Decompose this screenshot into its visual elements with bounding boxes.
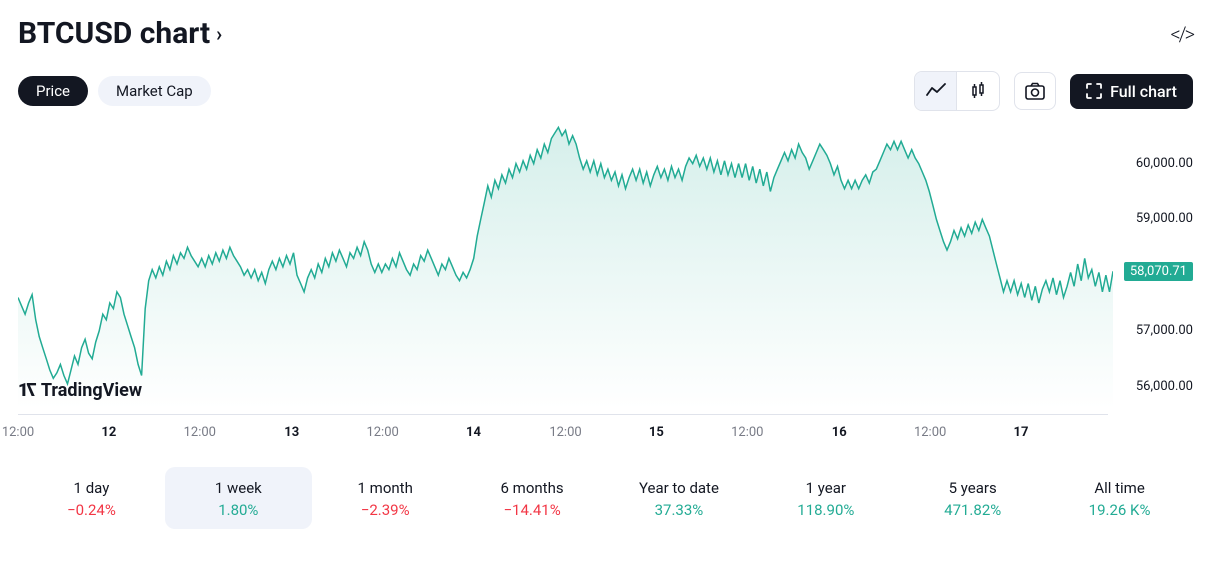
- range-option[interactable]: 6 months −14.41%: [459, 467, 606, 529]
- y-tick-label: 56,000.00: [1136, 379, 1193, 394]
- range-percent: 118.90%: [752, 501, 899, 519]
- view-toggle: Price Market Cap: [18, 76, 211, 106]
- header: BTCUSD chart › </>: [18, 16, 1193, 51]
- x-tick-label: 12:00: [731, 425, 763, 440]
- x-tick-label: 12:00: [914, 425, 946, 440]
- range-percent: −2.39%: [312, 501, 459, 519]
- x-tick-label: 12:00: [184, 425, 216, 440]
- y-tick-label: 60,000.00: [1136, 156, 1193, 171]
- chevron-right-icon: ›: [216, 22, 222, 46]
- toolbar: Price Market Cap Full chart: [18, 71, 1193, 111]
- area-chart-icon[interactable]: [915, 72, 957, 110]
- range-option[interactable]: 1 day −0.24%: [18, 467, 165, 529]
- tradingview-logo-icon: 17: [18, 380, 37, 401]
- range-label: 6 months: [459, 479, 606, 497]
- chart-area[interactable]: 60,000.0059,000.0058,000.0057,000.0056,0…: [18, 119, 1193, 449]
- range-option[interactable]: All time 19.26 K%: [1046, 467, 1193, 529]
- x-tick-label: 12:00: [2, 425, 34, 440]
- fullscreen-icon: [1086, 83, 1102, 99]
- x-tick-label: 14: [466, 425, 481, 440]
- range-label: 1 month: [312, 479, 459, 497]
- price-tab[interactable]: Price: [18, 76, 88, 106]
- x-axis: 12:001212:001312:001412:001512:001612:00…: [18, 419, 1108, 449]
- chart-tools: Full chart: [914, 71, 1193, 111]
- range-option[interactable]: 1 year 118.90%: [752, 467, 899, 529]
- page-title: BTCUSD chart: [18, 16, 210, 51]
- range-percent: −14.41%: [459, 501, 606, 519]
- current-price-badge: 58,070.71: [1124, 262, 1193, 281]
- x-tick-label: 17: [1014, 425, 1029, 440]
- embed-code-icon[interactable]: </>: [1170, 22, 1193, 46]
- range-label: 5 years: [899, 479, 1046, 497]
- range-label: Year to date: [606, 479, 753, 497]
- candlestick-chart-icon[interactable]: [957, 72, 999, 110]
- range-percent: 19.26 K%: [1046, 501, 1193, 519]
- range-option[interactable]: Year to date 37.33%: [606, 467, 753, 529]
- range-label: All time: [1046, 479, 1193, 497]
- range-option[interactable]: 5 years 471.82%: [899, 467, 1046, 529]
- full-chart-button[interactable]: Full chart: [1070, 74, 1193, 109]
- range-option[interactable]: 1 month −2.39%: [312, 467, 459, 529]
- full-chart-label: Full chart: [1110, 82, 1177, 101]
- range-label: 1 day: [18, 479, 165, 497]
- range-option[interactable]: 1 week 1.80%: [165, 467, 312, 529]
- marketcap-tab[interactable]: Market Cap: [98, 76, 211, 106]
- watermark-text: TradingView: [41, 380, 142, 401]
- y-tick-label: 59,000.00: [1136, 211, 1193, 226]
- tradingview-watermark: 17 TradingView: [18, 380, 142, 401]
- x-tick-label: 12: [101, 425, 116, 440]
- title-link[interactable]: BTCUSD chart ›: [18, 16, 222, 51]
- range-percent: 37.33%: [606, 501, 753, 519]
- x-axis-line: [18, 414, 1108, 415]
- range-selector: 1 day −0.24%1 week 1.80%1 month −2.39%6 mon…: [18, 467, 1193, 529]
- range-percent: 1.80%: [165, 501, 312, 519]
- y-axis: 60,000.0059,000.0058,000.0057,000.0056,0…: [1108, 119, 1193, 409]
- range-percent: 471.82%: [899, 501, 1046, 519]
- range-percent: −0.24%: [18, 501, 165, 519]
- x-tick-label: 12:00: [549, 425, 581, 440]
- price-chart-svg: [18, 119, 1113, 409]
- x-tick-label: 12:00: [366, 425, 398, 440]
- snapshot-icon[interactable]: [1014, 72, 1056, 110]
- range-label: 1 year: [752, 479, 899, 497]
- x-tick-label: 13: [284, 425, 299, 440]
- chart-type-group: [914, 71, 1000, 111]
- range-label: 1 week: [165, 479, 312, 497]
- x-tick-label: 16: [832, 425, 847, 440]
- x-tick-label: 15: [649, 425, 664, 440]
- y-tick-label: 57,000.00: [1136, 323, 1193, 338]
